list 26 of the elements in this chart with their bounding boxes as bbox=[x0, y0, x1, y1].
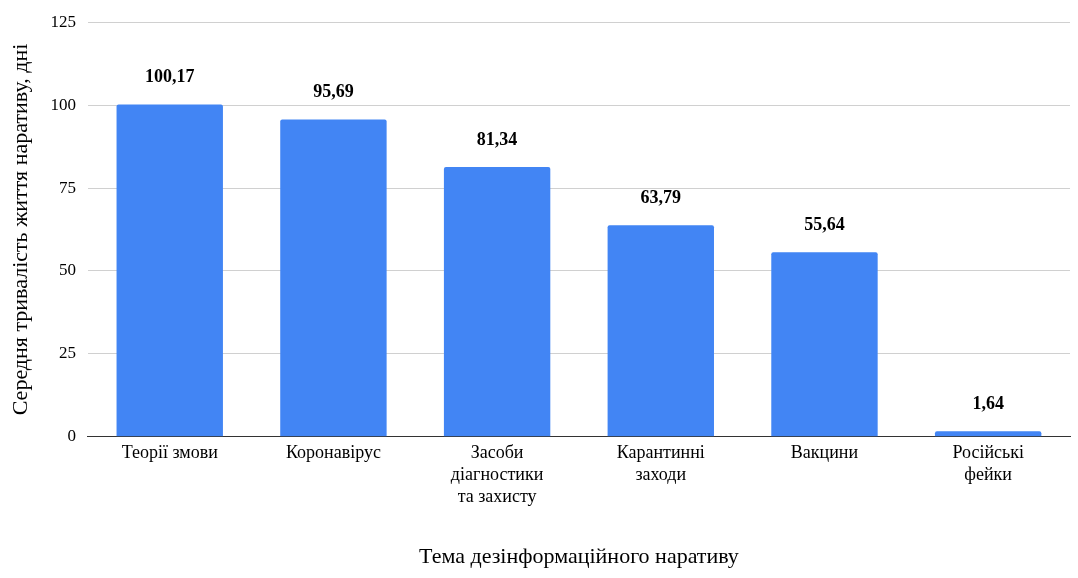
bar bbox=[280, 119, 387, 437]
x-tick-label: Вакцини bbox=[790, 442, 859, 463]
x-tick-label: Карантинні заходи bbox=[616, 442, 705, 484]
bar bbox=[116, 104, 223, 437]
data-label: 63,79 bbox=[640, 186, 682, 207]
data-label: 55,64 bbox=[804, 213, 845, 234]
data-label: 81,34 bbox=[476, 128, 518, 149]
y-tick-label: 0 bbox=[67, 426, 76, 446]
y-tick-label: 75 bbox=[58, 177, 76, 197]
y-tick-label: 25 bbox=[58, 343, 76, 363]
data-label: 95,69 bbox=[313, 81, 354, 102]
y-axis-title: Середня тривалість життя наративу, дні bbox=[6, 43, 32, 416]
y-tick-label: 125 bbox=[50, 11, 76, 31]
x-tick-label: Російські фейки bbox=[952, 442, 1024, 484]
x-tick-label: Теорії змови bbox=[121, 442, 219, 463]
data-label: 100,17 bbox=[144, 66, 195, 87]
x-axis-title: Тема дезінформаційного наративу bbox=[419, 542, 739, 568]
bar bbox=[934, 431, 1042, 437]
bar bbox=[607, 225, 714, 437]
x-tick-label: Засоби діагностики та захисту bbox=[450, 442, 544, 506]
y-tick-label: 50 bbox=[58, 260, 76, 280]
bar bbox=[771, 252, 878, 437]
y-tick-label: 100 bbox=[50, 94, 76, 114]
x-tick-label: Коронавірус bbox=[285, 442, 381, 463]
data-label: 1,64 bbox=[972, 393, 1004, 414]
bar bbox=[443, 167, 551, 437]
